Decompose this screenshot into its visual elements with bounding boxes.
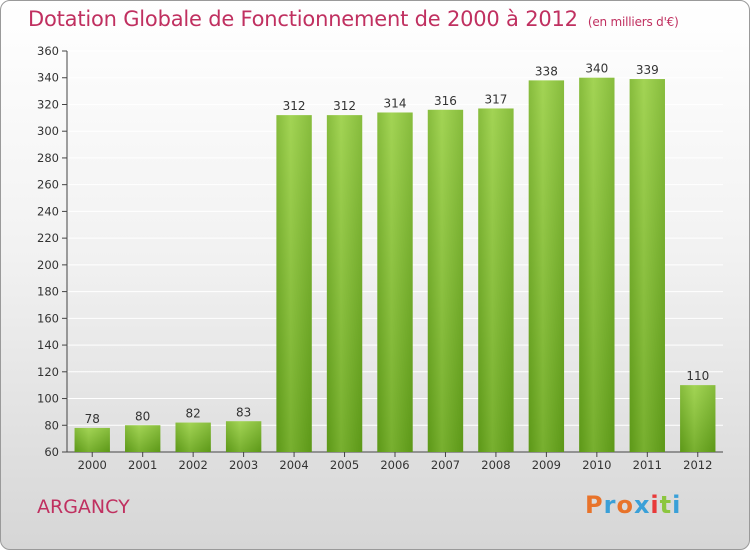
- bar-shade: [629, 79, 665, 452]
- x-tick-label: 2003: [229, 458, 258, 472]
- x-tick-label: 2007: [431, 458, 460, 472]
- y-tick-label: 180: [37, 285, 59, 299]
- logo-letter: x: [633, 491, 651, 519]
- bar-value-label: 314: [384, 96, 407, 110]
- x-tick-label: 2011: [633, 458, 662, 472]
- x-tick-label: 2001: [128, 458, 157, 472]
- y-tick-label: 280: [37, 151, 59, 165]
- x-tick-label: 2012: [683, 458, 712, 472]
- bar-value-label: 338: [535, 64, 558, 78]
- y-tick-label: 80: [44, 418, 59, 432]
- y-tick-label: 300: [37, 124, 59, 138]
- y-tick-label: 160: [37, 311, 59, 325]
- bar-group: 317: [478, 92, 514, 452]
- x-tick-label: 2002: [179, 458, 208, 472]
- x-tick-label: 2005: [330, 458, 359, 472]
- bar-value-label: 110: [686, 369, 709, 383]
- bar-group: 339: [629, 63, 665, 452]
- logo-letter: i: [650, 491, 660, 519]
- chart-unit: (en milliers d'€): [587, 15, 679, 29]
- x-tick-label: 2006: [380, 458, 409, 472]
- bar-group: 338: [528, 64, 565, 452]
- y-tick-label: 260: [37, 178, 59, 192]
- bar-shade: [680, 385, 716, 452]
- bar-group: 82: [175, 407, 211, 452]
- bar-group: 312: [276, 99, 312, 452]
- bar-shade: [225, 421, 262, 452]
- commune-name: ARGANCY: [37, 496, 130, 518]
- bar-shade: [74, 427, 110, 452]
- y-tick-label: 240: [37, 204, 59, 218]
- bar-group: 340: [579, 62, 615, 452]
- y-tick-label: 60: [44, 445, 59, 459]
- bar-value-label: 78: [85, 412, 100, 426]
- bar-shade: [175, 422, 211, 452]
- logo-letter: o: [616, 491, 634, 519]
- y-tick-label: 100: [37, 392, 59, 406]
- x-tick-label: 2008: [481, 458, 510, 472]
- bar-value-label: 340: [585, 62, 608, 76]
- bar-value-label: 80: [135, 409, 150, 423]
- bar-value-label: 317: [484, 92, 507, 106]
- bar-group: 314: [377, 96, 413, 452]
- x-tick-label: 2009: [532, 458, 561, 472]
- x-axis: 2000 2001 2002 2003 2004 2005 2006 2007 2008 2009…: [78, 452, 712, 472]
- proxiti-logo: Proxiti: [585, 491, 681, 519]
- bar-group: 316: [427, 94, 464, 453]
- chart-title-text: Dotation Globale de Fonctionnement de 20…: [28, 7, 578, 31]
- y-tick-label: 360: [37, 44, 59, 58]
- y-tick-label: 200: [37, 258, 59, 272]
- bar-shade: [377, 112, 413, 452]
- bar-group: 80: [125, 409, 161, 452]
- logo-letter: P: [585, 491, 604, 519]
- bar-shade: [276, 115, 312, 452]
- bar-group: 78: [74, 412, 110, 452]
- bar-shade: [478, 108, 514, 452]
- logo-letter: i: [672, 491, 682, 519]
- y-tick-label: 120: [37, 365, 59, 379]
- bar-value-label: 339: [636, 63, 659, 77]
- bar-shade: [579, 77, 615, 452]
- bar-shade: [326, 115, 363, 452]
- bar-value-label: 82: [186, 407, 201, 421]
- bar-group: 312: [326, 99, 363, 452]
- logo-letter: t: [659, 491, 673, 519]
- bar-group: 83: [225, 405, 262, 452]
- y-tick-label: 340: [37, 71, 59, 85]
- bar-value-label: 312: [283, 99, 306, 113]
- bar-shade: [427, 109, 464, 453]
- y-tick-label: 320: [37, 97, 59, 111]
- y-tick-label: 140: [37, 338, 59, 352]
- bars: 78 80 82 83 312 312 314 316 317 338 340 339 110: [74, 62, 716, 453]
- x-tick-label: 2000: [78, 458, 107, 472]
- bar-shade: [125, 425, 161, 452]
- bar-group: 110: [680, 369, 716, 452]
- logo-letter: r: [603, 491, 617, 519]
- bar-value-label: 312: [333, 99, 356, 113]
- x-tick-label: 2004: [279, 458, 308, 472]
- bar-value-label: 83: [236, 405, 251, 419]
- x-tick-label: 2010: [582, 458, 611, 472]
- bar-value-label: 316: [434, 94, 457, 108]
- chart-title: Dotation Globale de Fonctionnement de 20…: [28, 7, 679, 31]
- bar-shade: [528, 80, 565, 452]
- y-tick-label: 220: [37, 231, 59, 245]
